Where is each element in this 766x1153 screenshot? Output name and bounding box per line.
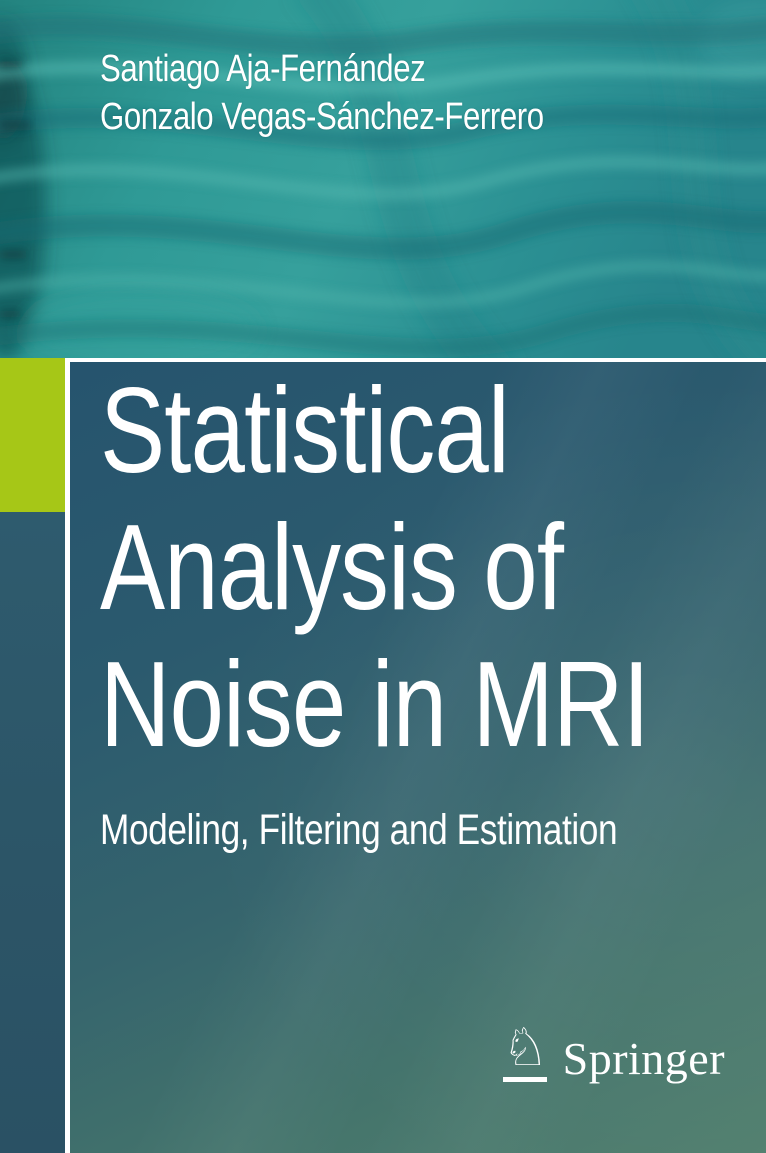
book-title: Statistical Analysis of Noise in MRI	[100, 362, 650, 773]
author-name-1: Santiago Aja-Fernández	[100, 48, 426, 90]
publisher-wordmark: Springer	[562, 1033, 726, 1084]
title-line-1: Statistical	[100, 362, 510, 498]
horizontal-divider	[65, 358, 766, 362]
left-strip	[0, 512, 65, 1153]
book-subtitle: Modeling, Filtering and Estimation	[100, 806, 618, 854]
title-line-2: Analysis of	[100, 499, 564, 635]
accent-bar	[0, 358, 65, 512]
authors-block: Santiago Aja-Fernández Gonzalo Vegas-Sán…	[100, 45, 544, 141]
publisher-logo: ♘ Springer	[502, 1022, 725, 1082]
title-panel: Statistical Analysis of Noise in MRI Mod…	[70, 362, 766, 1153]
cover-wave-art: Santiago Aja-Fernández Gonzalo Vegas-Sán…	[0, 0, 766, 362]
horse-knight-glyph: ♘	[502, 1018, 549, 1078]
springer-horse-icon: ♘	[502, 1022, 549, 1082]
vertical-divider	[65, 358, 70, 1153]
author-name-2: Gonzalo Vegas-Sánchez-Ferrero	[100, 96, 544, 138]
horse-underline-bar	[503, 1077, 548, 1082]
title-line-3: Noise in MRI	[100, 636, 650, 772]
wave-texture-graphic	[0, 0, 766, 362]
